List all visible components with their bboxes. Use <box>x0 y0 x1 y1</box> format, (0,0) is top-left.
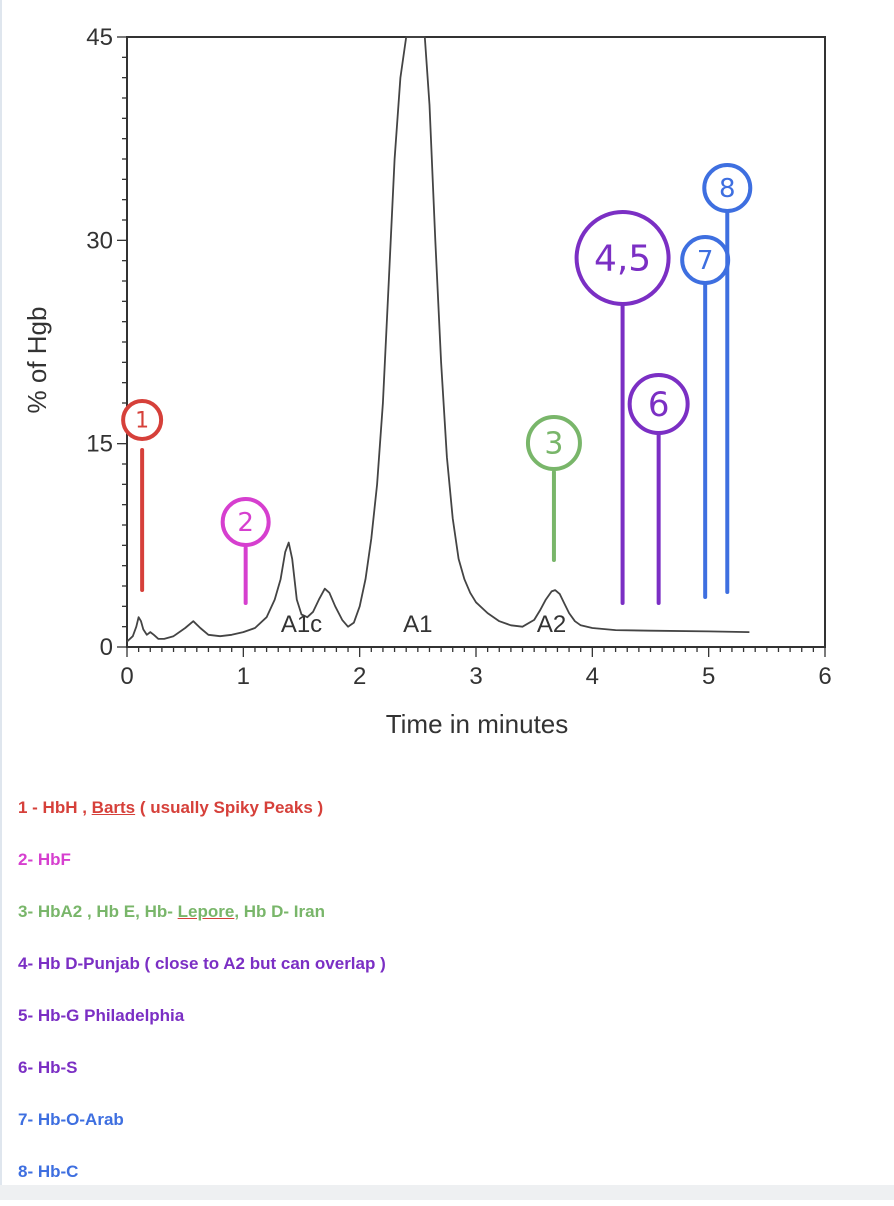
peak-label: A1 <box>403 611 432 638</box>
x-tick-label: 5 <box>702 663 715 690</box>
marker-label: 6 <box>648 385 670 425</box>
marker-label: 2 <box>237 508 254 538</box>
legend-item: 1 - HbH , Barts ( usually Spiky Peaks ) <box>18 790 878 842</box>
y-tick-label: 30 <box>86 227 113 254</box>
legend-item: 8- Hb-C <box>18 1154 878 1206</box>
marker-label: 8 <box>719 174 736 204</box>
marker-circle <box>627 373 690 435</box>
marker-label: 1 <box>135 409 149 434</box>
peak-label: A2 <box>537 611 566 638</box>
legend-text: 8- Hb-C <box>18 1162 79 1181</box>
marker-circle <box>220 497 271 547</box>
x-tick-label: 3 <box>469 663 482 690</box>
variant-legend: 1 - HbH , Barts ( usually Spiky Peaks ) … <box>18 790 878 1206</box>
x-tick-label: 4 <box>586 663 599 690</box>
legend-underlined-text: Barts <box>91 798 136 817</box>
y-tick-label: 45 <box>86 24 113 51</box>
legend-item: 6- Hb-S <box>18 1050 878 1102</box>
marker-circle <box>702 163 753 213</box>
legend-text: 5- Hb-G Philadelphia <box>18 1006 185 1025</box>
legend-text: 3- HbA2 , Hb E, Hb- <box>18 902 178 921</box>
x-tick-label: 6 <box>818 663 831 690</box>
legend-item: 2- HbF <box>18 842 878 894</box>
peak-label: A1c <box>281 611 322 638</box>
legend-text-tail: ( usually Spiky Peaks ) <box>135 798 324 817</box>
legend-item: 7- Hb-O-Arab <box>18 1102 878 1154</box>
y-tick-label: 0 <box>100 634 113 661</box>
bottom-strip <box>0 1185 894 1200</box>
legend-item: 5- Hb-G Philadelphia <box>18 998 878 1050</box>
marker-circle <box>121 399 164 441</box>
legend-text-tail: , Hb D- Iran <box>234 902 325 921</box>
y-axis-title: % of Hgb <box>22 307 52 414</box>
y-tick-label: 15 <box>86 431 113 458</box>
legend-item: 3- HbA2 , Hb E, Hb- Lepore, Hb D- Iran <box>18 894 878 946</box>
x-axis-title: Time in minutes <box>386 709 569 739</box>
marker-label: 4,5 <box>594 239 651 280</box>
legend-text: 1 - HbH , <box>18 798 92 817</box>
legend-item: 4- Hb D-Punjab ( close to A2 but can ove… <box>18 946 878 998</box>
marker-label: 3 <box>544 427 563 462</box>
legend-text: 7- Hb-O-Arab <box>18 1110 124 1129</box>
x-tick-label: 0 <box>120 663 133 690</box>
legend-text: 6- Hb-S <box>18 1058 78 1077</box>
marker-circle <box>525 415 582 471</box>
marker-label: 7 <box>697 246 714 276</box>
chromatogram-trace <box>126 36 750 643</box>
legend-text: 4- Hb D-Punjab ( close to A2 but can ove… <box>18 954 386 973</box>
legend-text: 2- HbF <box>18 850 71 869</box>
x-tick-label: 1 <box>237 663 250 690</box>
chromatogram-chart: 0 1 2 3 4 5 6 0 15 30 45 Time in minutes% of Hgb A1c… <box>22 24 832 739</box>
page-left-edge <box>0 0 2 1200</box>
plot-frame <box>126 36 826 648</box>
legend-underlined-text: Lepore <box>177 902 235 921</box>
x-tick-label: 2 <box>353 663 366 690</box>
marker-circle <box>574 210 671 306</box>
